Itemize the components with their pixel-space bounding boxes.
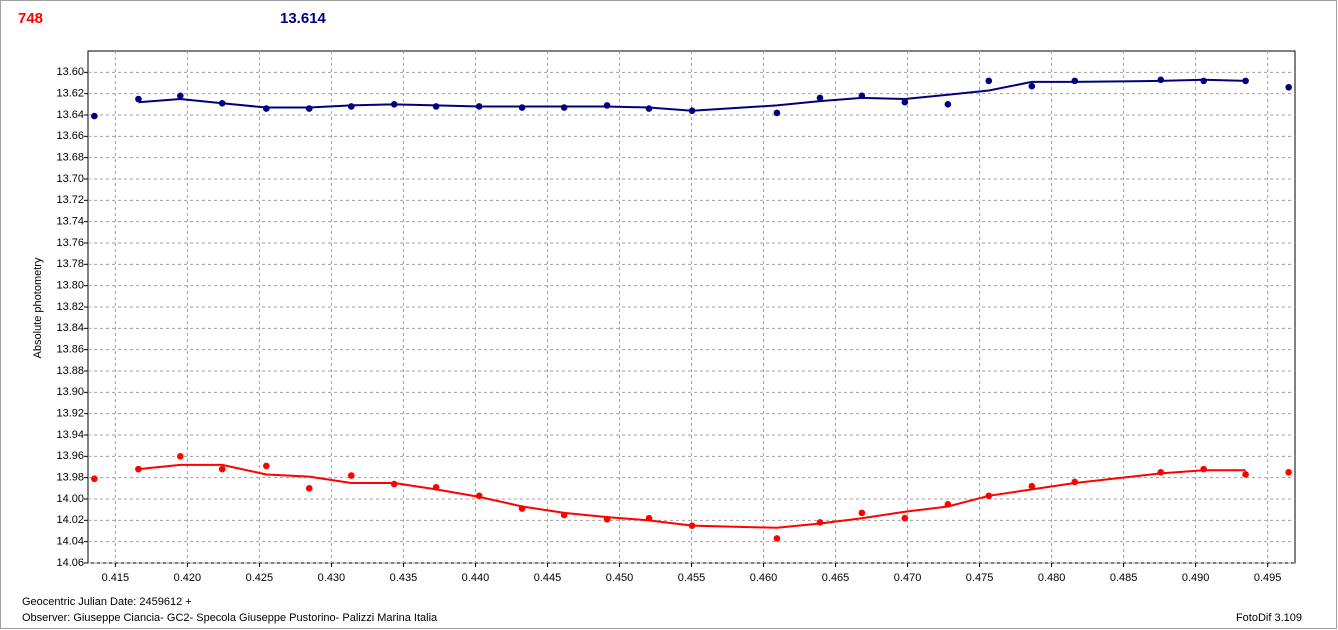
y-tick-label: 13.76 xyxy=(56,237,84,249)
y-tick-label: 13.62 xyxy=(56,88,84,100)
x-tick-label: 0.475 xyxy=(966,572,994,584)
data-point xyxy=(560,104,568,111)
x-tick-label: 0.420 xyxy=(174,572,202,584)
count: 748 xyxy=(18,10,43,27)
data-point xyxy=(91,475,98,483)
data-point xyxy=(985,77,993,85)
x-tick-label: 0.495 xyxy=(1254,572,1282,584)
x-tick-label: 0.485 xyxy=(1110,572,1138,584)
data-point xyxy=(1242,471,1249,478)
data-point xyxy=(1285,469,1292,476)
data-point xyxy=(305,485,313,492)
data-point xyxy=(901,98,909,106)
x-tick-label: 0.445 xyxy=(534,572,562,584)
y-axis-label: Absolute photometry xyxy=(32,257,44,358)
y-tick-label: 13.68 xyxy=(56,152,84,164)
y-tick-label: 13.82 xyxy=(56,301,84,313)
data-point xyxy=(816,94,824,102)
data-point xyxy=(218,465,226,473)
data-point xyxy=(91,112,98,120)
x-tick-label: 0.460 xyxy=(750,572,778,584)
y-tick-label: 14.02 xyxy=(56,514,84,526)
y-tick-label: 13.72 xyxy=(56,194,84,206)
data-point xyxy=(263,105,270,112)
y-tick-label: 14.04 xyxy=(56,536,84,548)
data-point xyxy=(901,514,909,522)
observer: Observer: Giuseppe Ciancia- GC2- Specola… xyxy=(22,612,438,624)
data-point xyxy=(603,102,611,109)
y-tick-label: 13.64 xyxy=(56,109,84,121)
data-point xyxy=(263,462,270,470)
data-point xyxy=(1200,77,1207,85)
date-label: Geocentric Julian Date: 2459612 + xyxy=(22,596,192,608)
y-tick-label: 13.60 xyxy=(56,66,84,78)
fit-line xyxy=(138,463,1246,529)
y-tick-label: 13.70 xyxy=(56,173,84,185)
data-point xyxy=(944,101,952,108)
y-tick-label: 13.78 xyxy=(56,258,84,270)
data-point xyxy=(1071,77,1079,85)
data-point xyxy=(1157,76,1165,84)
x-tick-label: 0.425 xyxy=(246,572,274,584)
data-point xyxy=(305,105,313,112)
x-tick-label: 0.450 xyxy=(606,572,634,584)
x-tick-label: 0.490 xyxy=(1182,572,1210,584)
y-tick-label: 13.98 xyxy=(56,472,84,484)
y-tick-label: 13.86 xyxy=(56,344,84,356)
data-point xyxy=(347,472,355,479)
x-tick-label: 0.430 xyxy=(318,572,346,584)
data-point xyxy=(1200,465,1207,473)
y-tick-label: 13.74 xyxy=(56,216,84,228)
y-tick-label: 14.00 xyxy=(56,493,84,505)
y-tick-label: 13.80 xyxy=(56,280,84,292)
mean: 13.614 xyxy=(280,10,327,27)
data-point xyxy=(1028,482,1036,490)
x-tick-label: 0.455 xyxy=(678,572,706,584)
data-point xyxy=(177,453,184,460)
data-point xyxy=(773,109,781,117)
y-tick-label: 13.66 xyxy=(56,130,84,142)
x-tick-label: 0.435 xyxy=(390,572,418,584)
data-point xyxy=(773,535,781,542)
data-point xyxy=(177,92,184,100)
data-point xyxy=(135,95,142,103)
y-tick-label: 13.96 xyxy=(56,450,84,462)
y-tick-label: 13.84 xyxy=(56,322,84,334)
y-tick-label: 13.88 xyxy=(56,365,84,377)
data-point xyxy=(1285,83,1292,91)
x-tick-label: 0.470 xyxy=(894,572,922,584)
software: FotoDif 3.109 xyxy=(1236,612,1302,624)
data-point xyxy=(518,104,526,111)
plot: 13.60 13.62 13.64 13.66 13.68 13.70 13.72 13.74… xyxy=(56,50,1296,584)
data-point xyxy=(432,103,440,110)
x-tick-label: 0.440 xyxy=(462,572,490,584)
x-tick-label: 0.480 xyxy=(1038,572,1066,584)
x-tick-label: 0.415 xyxy=(102,572,130,584)
data-point xyxy=(858,509,866,517)
y-tick-label: 13.92 xyxy=(56,408,84,420)
data-point xyxy=(1028,82,1036,90)
x-tick-label: 0.465 xyxy=(822,572,850,584)
y-tick-label: 13.94 xyxy=(56,429,84,441)
y-tick-label: 14.06 xyxy=(56,557,84,569)
y-tick-label: 13.90 xyxy=(56,386,84,398)
data-point xyxy=(135,465,142,473)
fit-line xyxy=(138,78,1246,112)
